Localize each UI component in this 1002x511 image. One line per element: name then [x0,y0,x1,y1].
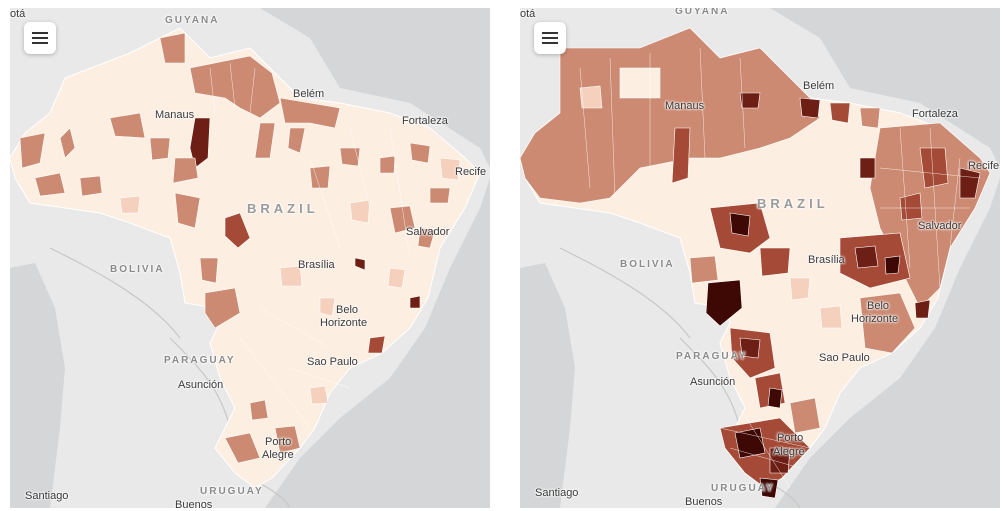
menu-button[interactable] [24,22,56,54]
city-label-sao-paulo: Sao Paulo [819,352,870,364]
city-label-porto-alegre-line2: Alegre [773,446,805,458]
city-label-buenos-aires: Buenos [175,499,213,508]
map-canvas[interactable] [520,8,1000,508]
city-label-brasilia: Brasília [808,254,845,266]
atlantic-ocean [775,178,1000,508]
country-label-paraguay: PARAGUAY [164,355,236,366]
country-label-uruguay: URUGUAY [711,483,775,494]
city-label-fortaleza: Fortaleza [912,108,958,120]
city-label-santiago: Santiago [535,487,579,499]
city-label-belem: Belém [293,88,325,100]
city-label-manaus: Manaus [155,109,195,121]
city-label-salvador: Salvador [406,226,450,238]
country-label-brazil: BRAZIL [247,201,319,216]
city-label-recife: Recife [455,166,487,178]
country-label-bolivia: BOLIVIA [110,264,165,275]
hamburger-menu-icon [32,32,48,34]
city-label-brasilia: Brasília [298,259,335,271]
municipality-regions [520,27,991,499]
city-label-asuncion: Asunción [690,376,736,388]
city-label-bogota: otá [520,8,536,20]
city-label-fortaleza: Fortaleza [402,115,448,127]
hamburger-menu-icon-bar [32,37,48,39]
country-label-uruguay: URUGUAY [200,486,264,497]
city-label-salvador: Salvador [918,220,962,232]
city-label-asuncion: Asunción [178,379,224,391]
hamburger-menu-icon-bar [32,42,48,44]
country-label-guyana: GUYANA [165,15,220,26]
country-label-brazil: BRAZIL [757,196,829,211]
country-label-bolivia: BOLIVIA [620,259,675,270]
hamburger-menu-icon-bar [542,42,558,44]
country-label-guyana: GUYANA [675,8,730,17]
municipality-boundaries [579,47,981,489]
hamburger-menu-icon [542,32,558,34]
municipality-regions [19,32,461,464]
map-panel-right[interactable]: otá GUYANA Manaus Belém Fortaleza Recife… [520,8,1000,508]
city-label-santiago: Santiago [25,490,69,502]
city-label-belo-horizonte-line2: Horizonte [851,313,899,325]
city-label-recife: Recife [968,160,1000,172]
hamburger-menu-icon-bar [542,37,558,39]
city-label-buenos-aires: Buenos [685,496,723,508]
city-label-porto-alegre-line1: Porto [777,432,804,444]
city-label-bogota: otá [10,8,26,20]
city-label-belo-horizonte-line1: Belo [867,300,890,312]
menu-button[interactable] [534,22,566,54]
pacific-ocean [520,263,575,508]
city-label-manaus: Manaus [665,100,705,112]
city-label-belem: Belém [803,80,835,92]
municipality-boundaries [209,62,411,429]
city-label-belo-horizonte-line2: Horizonte [320,317,368,329]
city-label-belo-horizonte-line1: Belo [336,304,359,316]
brazil-shape [10,27,481,489]
pacific-ocean [10,263,65,508]
city-label-sao-paulo: Sao Paulo [307,356,358,368]
map-panel-left[interactable]: otá GUYANA Manaus Belém Fortaleza Recife… [10,8,490,508]
atlantic-ocean [265,178,490,508]
city-label-porto-alegre-line2: Alegre [262,449,294,461]
country-label-paraguay: PARAGUAY [676,351,748,362]
map-canvas[interactable] [10,8,490,508]
city-label-porto-alegre-line1: Porto [265,436,292,448]
